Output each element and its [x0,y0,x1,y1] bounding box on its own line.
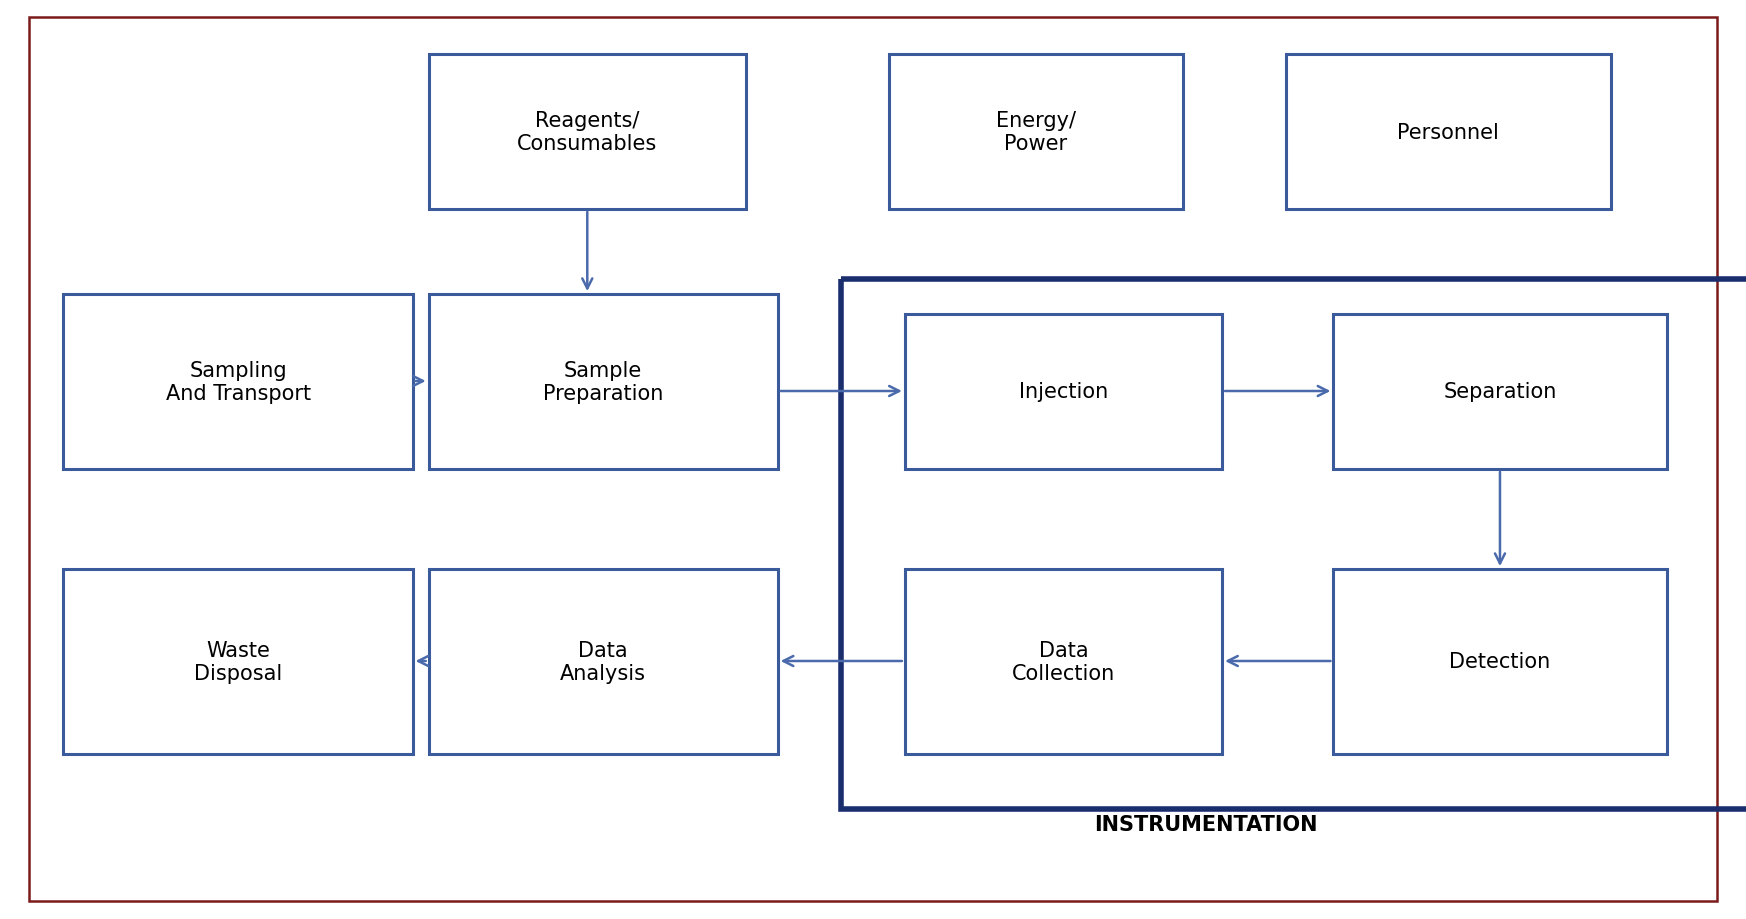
Bar [1334,314,1667,470]
Bar [428,55,746,210]
Text: Personnel: Personnel [1397,122,1500,142]
Bar [63,295,412,470]
Bar [63,570,412,754]
Bar [842,279,1746,809]
Text: Reagents/
Consumables: Reagents/ Consumables [517,111,658,154]
Text: Separation: Separation [1444,382,1557,403]
Text: Sample
Preparation: Sample Preparation [543,360,663,403]
Bar [428,570,777,754]
Text: Injection: Injection [1020,382,1109,403]
Bar [904,314,1222,470]
Text: Data
Analysis: Data Analysis [560,641,646,684]
Bar [428,295,777,470]
Bar [1285,55,1612,210]
Text: Detection: Detection [1449,652,1550,672]
Text: INSTRUMENTATION: INSTRUMENTATION [1095,814,1318,834]
Text: Waste
Disposal: Waste Disposal [194,641,283,684]
Bar [904,570,1222,754]
Text: Energy/
Power: Energy/ Power [995,111,1076,154]
Bar [889,55,1182,210]
Text: Sampling
And Transport: Sampling And Transport [166,360,311,403]
Text: Data
Collection: Data Collection [1013,641,1116,684]
Bar [1334,570,1667,754]
